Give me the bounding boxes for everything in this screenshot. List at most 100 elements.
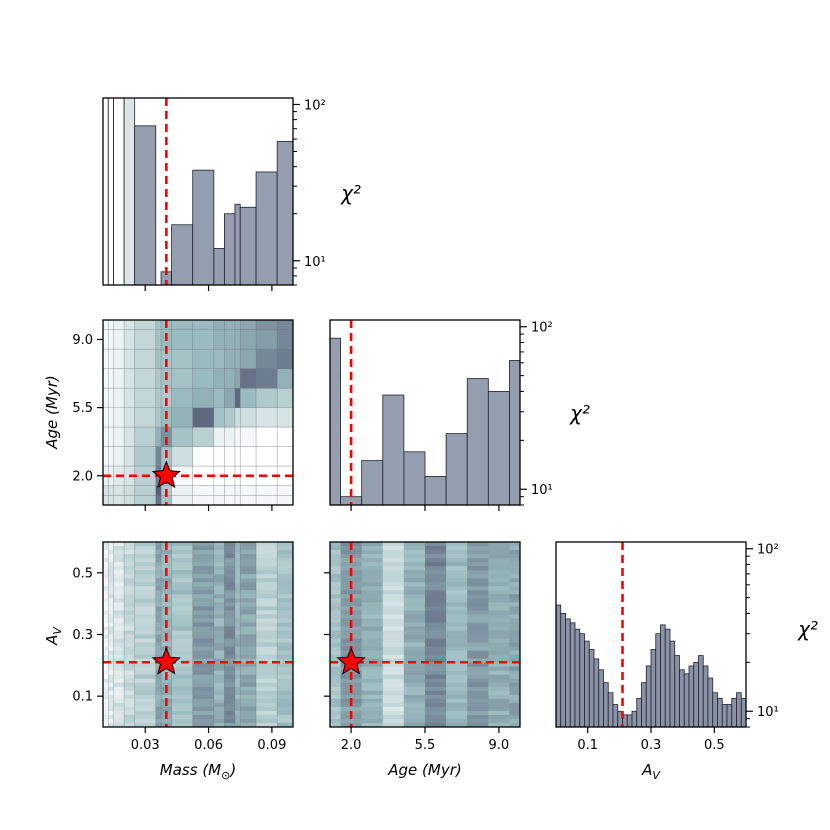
av-age-cell (330, 678, 341, 684)
age-mass-cell (134, 485, 157, 496)
av-mass-cell (161, 690, 173, 696)
av-mass-cell (134, 634, 157, 639)
av-age-cell (382, 614, 405, 619)
av-mass-cell (192, 650, 215, 656)
av-mass-cell (171, 562, 194, 567)
av-age-cell (403, 598, 426, 603)
av-mass-cell (108, 722, 114, 727)
av-age-cell (403, 582, 426, 587)
av-age-cell (361, 602, 384, 607)
av-mass-x-tick-label: 0.03 (131, 738, 160, 753)
av-mass-cell (124, 658, 136, 664)
av-mass-cell (124, 674, 136, 680)
av-mass-cell (103, 590, 109, 595)
av-hist-bar (579, 633, 585, 727)
av-mass-cell (192, 550, 215, 555)
av-age-cell (509, 654, 520, 660)
av-mass-cell (108, 638, 114, 643)
av-mass-cell (234, 674, 241, 680)
age-hist-ylabel: χ² (569, 401, 590, 425)
av-mass-cell (192, 606, 215, 611)
av-mass-cell (213, 598, 225, 603)
av-mass-cell (103, 702, 109, 708)
av-age-cell (488, 658, 510, 664)
av-age-cell (361, 634, 384, 639)
av-mass-cell (113, 638, 125, 643)
av-mass-cell (192, 646, 215, 651)
av-mass-cell (224, 694, 236, 700)
age-mass-cell (240, 329, 257, 350)
av-age-cell (382, 634, 405, 639)
av-mass-cell (277, 574, 293, 579)
av-mass-cell (113, 558, 125, 563)
plot-area (330, 337, 520, 505)
av-mass-cell (213, 582, 225, 587)
av-mass-cell (108, 562, 114, 567)
age-mass-cell (256, 427, 278, 447)
av-age-cell (361, 722, 384, 727)
av-mass-cell (277, 710, 293, 716)
age-mass-cell (234, 407, 241, 428)
av-age-cell (382, 582, 405, 587)
av-age-cell (509, 666, 520, 672)
av-mass-cell (224, 610, 236, 615)
av-age-cell (488, 562, 510, 567)
av-age-cell (467, 698, 489, 704)
av-mass-cell (103, 714, 109, 720)
av-mass-cell (113, 614, 125, 619)
av-mass-cell (234, 646, 241, 651)
av-age-cell (403, 694, 426, 700)
av-mass-cell (134, 722, 157, 727)
av-mass-cell (234, 658, 241, 664)
av-mass-cell (256, 586, 278, 591)
av-mass-cell (108, 666, 114, 672)
av-age-cell (446, 546, 468, 551)
av-age-cell (340, 642, 363, 647)
av-mass-cell (277, 594, 293, 599)
age-mass-cell (224, 368, 236, 389)
age-hist-bar (330, 337, 341, 505)
age-mass-cell (192, 388, 215, 408)
av-mass-cell (224, 614, 236, 619)
av-mass-cell (103, 578, 109, 583)
av-age-cell (361, 666, 384, 672)
av-mass-cell (240, 714, 257, 720)
av-age-cell (425, 574, 447, 579)
age-mass-frame (102, 319, 294, 506)
av-mass-cell (124, 598, 136, 603)
av-age-cell (488, 638, 510, 643)
av-mass-cell (192, 718, 215, 724)
av-mass-cell (155, 626, 162, 631)
av-mass-cell (113, 554, 125, 559)
av-age-cell (330, 718, 341, 724)
av-age-cell (509, 554, 520, 559)
av-mass-cell (192, 582, 215, 587)
av-mass-cell (224, 638, 236, 643)
av-mass-cell (103, 610, 109, 615)
av-mass-cell (108, 614, 114, 619)
av-mass-cell (103, 614, 109, 619)
av-mass-cell (277, 702, 293, 708)
av-age-x-tick-label: 9.0 (489, 738, 510, 753)
av-age-cell (403, 622, 426, 627)
av-age-cell (488, 654, 510, 660)
av-age-cell (403, 542, 426, 547)
av-age-cell (467, 722, 489, 727)
av-age-cell (488, 578, 510, 583)
av-age-cell (467, 602, 489, 607)
age-mass-cell (256, 388, 278, 408)
av-mass-cell (108, 618, 114, 623)
age-mass-cell (240, 495, 257, 505)
av-mass-cell (171, 598, 194, 603)
age-mass-cell (113, 427, 125, 447)
av-hist-bar (740, 697, 746, 727)
av-age-cell (382, 658, 405, 664)
av-age-cell (446, 682, 468, 688)
av-mass-cell (171, 638, 194, 643)
av-mass-cell (234, 626, 241, 631)
av-mass-cell (277, 610, 293, 615)
av-age-cell (382, 578, 405, 583)
av-age-cell (446, 722, 468, 727)
av-age-cell (446, 578, 468, 583)
av-age-cell (382, 682, 405, 688)
